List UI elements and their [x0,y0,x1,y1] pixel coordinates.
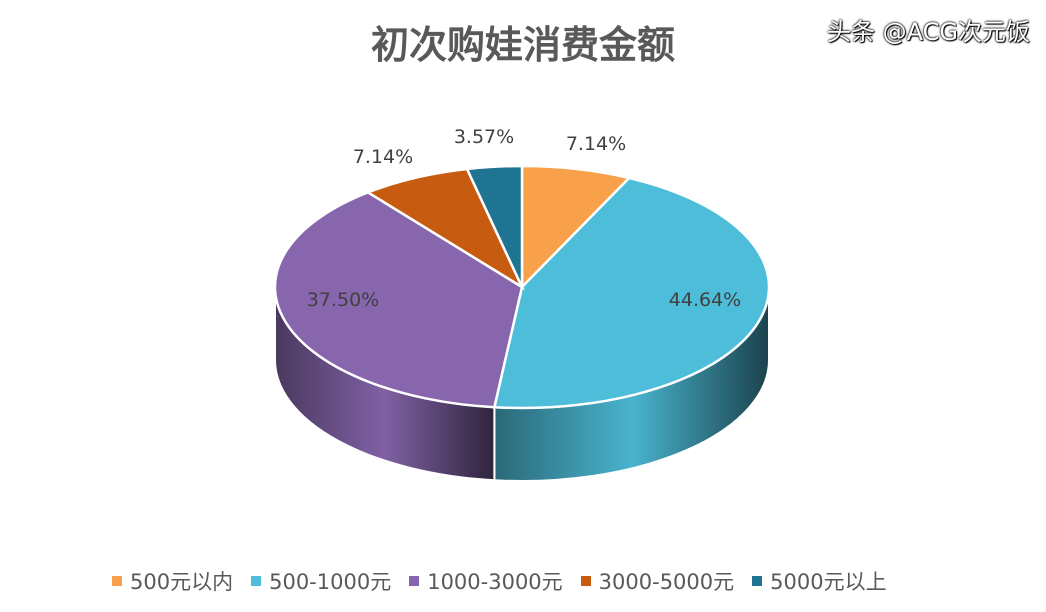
pie-slice-1 [492,176,771,410]
legend-swatch [251,576,262,586]
legend-label: 1000-3000元 [427,570,563,594]
pie-slice-0 [520,164,632,291]
data-label-2: 37.50% [307,289,379,311]
legend-swatch [580,576,591,586]
legend-item: 1000-3000元 [409,566,563,596]
legend-swatch [112,576,122,586]
legend-label: 500元以内 [130,570,234,594]
pie-slice-3 [365,167,525,291]
legend-item: 5000元以上 [752,566,887,596]
legend-swatch [752,576,763,586]
data-label-1: 44.64% [669,289,741,311]
legend-label: 500-1000元 [269,570,392,594]
legend-item: 500元以内 [112,566,233,596]
legend: 500元以内 500-1000元 1000-3000元 3000-5000元 5000元… [112,566,887,596]
chart-title: 初次购娃消费金额 [371,23,675,67]
legend-item: 3000-5000元 [580,566,735,596]
pie-slice-4 [465,164,524,288]
data-label-4: 3.57% [454,126,514,148]
legend-label: 5000元以上 [770,570,887,594]
legend-swatch [409,576,420,586]
legend-item: 500-1000元 [251,566,391,596]
pie-slice-2 [273,190,524,409]
legend-label: 3000-5000元 [598,570,735,594]
data-label-3: 7.14% [353,146,413,168]
watermark: 头条 @ACG次元饭 [827,18,1030,46]
data-label-0: 7.14% [566,133,626,155]
